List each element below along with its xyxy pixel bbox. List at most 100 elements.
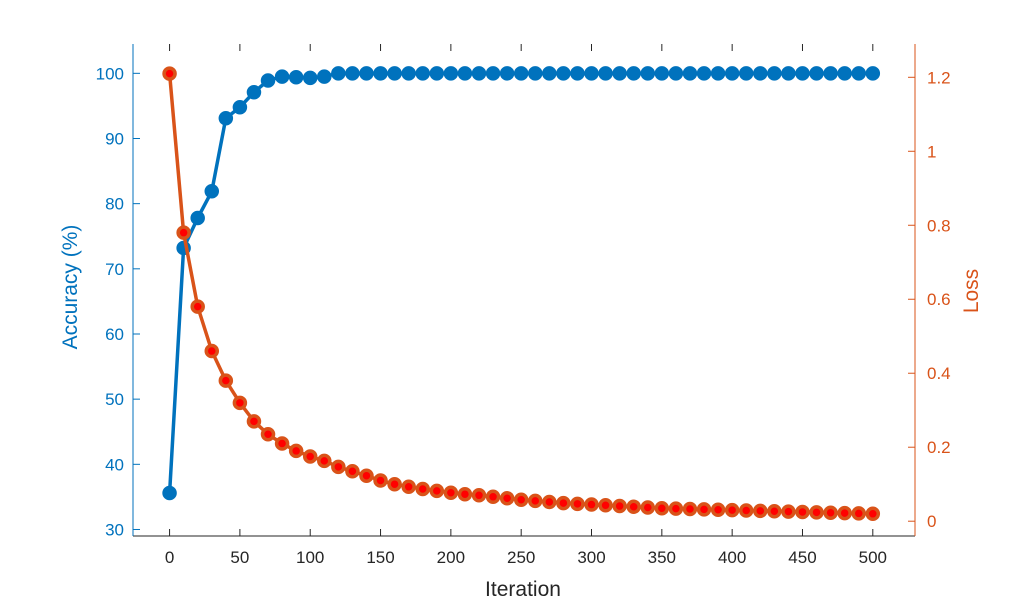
data-point <box>542 494 557 510</box>
data-point <box>401 66 416 81</box>
data-point <box>823 66 838 81</box>
data-point <box>584 497 599 512</box>
data-point <box>345 66 360 81</box>
data-point <box>865 66 881 81</box>
data-point <box>809 66 824 81</box>
data-point <box>415 481 430 497</box>
data-point <box>246 414 262 429</box>
right-y-axis-title: Loss <box>960 269 983 313</box>
data-point <box>823 505 838 520</box>
right-y-tick-label: 0.2 <box>927 438 951 457</box>
data-point <box>696 66 712 81</box>
right-y-tick-label: 1 <box>927 142 936 161</box>
data-point <box>781 504 796 519</box>
data-point <box>528 493 543 509</box>
data-point <box>767 503 782 519</box>
series-line <box>167 71 873 494</box>
data-point <box>809 505 824 520</box>
data-point <box>485 66 501 81</box>
data-point <box>682 501 698 517</box>
data-point <box>668 501 684 516</box>
left-y-tick-label: 100 <box>96 64 124 83</box>
data-point <box>654 501 670 516</box>
data-point <box>795 66 810 81</box>
data-point <box>218 373 234 388</box>
data-point <box>373 473 388 488</box>
x-tick-label: 0 <box>165 548 174 567</box>
data-point <box>542 66 557 81</box>
right-y-tick-label: 0.8 <box>927 216 951 235</box>
data-point <box>654 66 670 81</box>
left-y-tick-label: 70 <box>105 260 124 279</box>
data-point <box>302 449 318 464</box>
data-point <box>429 483 445 499</box>
data-point <box>162 66 177 81</box>
data-point <box>345 464 360 479</box>
data-point <box>274 436 290 451</box>
data-point <box>668 66 684 81</box>
data-point <box>738 503 754 518</box>
data-point <box>556 495 571 511</box>
x-tick-label: 300 <box>577 548 605 567</box>
data-point <box>710 66 726 81</box>
data-point <box>260 427 276 442</box>
data-point <box>457 486 473 502</box>
data-point <box>218 111 234 126</box>
data-point <box>373 66 388 81</box>
data-point <box>753 503 768 519</box>
data-point <box>232 395 248 411</box>
data-point <box>724 66 740 81</box>
x-tick-label: 500 <box>859 548 887 567</box>
data-point <box>387 476 402 492</box>
right-y-tick-label: 0 <box>927 512 936 531</box>
data-point <box>682 66 698 81</box>
data-point <box>696 502 712 517</box>
data-point <box>429 66 445 81</box>
data-point <box>190 210 205 226</box>
data-point <box>317 69 332 84</box>
data-point <box>753 66 768 81</box>
data-point <box>795 504 810 520</box>
data-point <box>710 502 726 517</box>
data-point <box>204 343 220 359</box>
data-point <box>457 66 473 81</box>
data-point <box>443 485 459 500</box>
data-point <box>232 99 248 115</box>
data-point <box>359 66 374 81</box>
left-y-tick-label: 40 <box>105 455 124 474</box>
data-point <box>570 496 585 512</box>
right-y-tick-label: 0.4 <box>927 364 951 383</box>
data-point <box>190 299 205 314</box>
data-point <box>162 485 177 501</box>
right-y-tick-label: 1.2 <box>927 68 951 87</box>
axes: 0 50 100 150 200 250 300 350 400 450 500 30 40 50 60 70… <box>96 44 951 567</box>
data-point <box>738 66 754 81</box>
data-point <box>626 66 641 81</box>
data-point <box>485 489 501 505</box>
data-point <box>513 492 529 507</box>
data-point <box>471 488 487 503</box>
data-point <box>176 225 191 240</box>
plot-series <box>162 66 881 522</box>
data-point <box>499 66 515 81</box>
left-y-tick-label: 60 <box>105 325 124 344</box>
data-point <box>274 69 290 84</box>
data-point <box>837 66 852 81</box>
data-point <box>288 443 304 459</box>
loss-series <box>162 66 881 522</box>
data-point <box>513 66 529 81</box>
data-point <box>612 66 627 81</box>
data-point <box>626 499 641 515</box>
x-tick-label: 150 <box>366 548 394 567</box>
data-point <box>724 502 740 518</box>
data-point <box>598 66 613 81</box>
left-y-tick-label: 90 <box>105 129 124 148</box>
data-point <box>401 479 416 495</box>
right-y-tick-label: 0.6 <box>927 290 951 309</box>
data-point <box>570 66 585 81</box>
x-tick-label: 250 <box>507 548 535 567</box>
left-y-tick-label: 30 <box>105 520 124 539</box>
data-point <box>499 491 515 506</box>
data-point <box>246 84 262 100</box>
